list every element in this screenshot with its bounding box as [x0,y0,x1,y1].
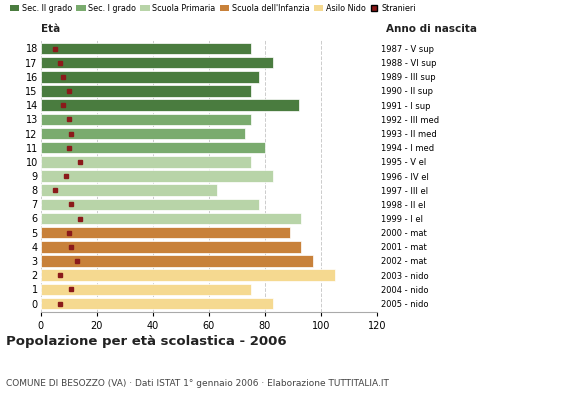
Legend: Sec. II grado, Sec. I grado, Scuola Primaria, Scuola dell'Infanzia, Asilo Nido, : Sec. II grado, Sec. I grado, Scuola Prim… [10,4,416,13]
Bar [41,184,217,196]
Bar [41,114,251,125]
Bar [41,298,273,309]
Bar [41,269,335,281]
Bar [41,255,313,267]
Text: Anno di nascita: Anno di nascita [386,24,477,34]
Bar [41,71,259,83]
Bar [41,85,251,97]
Bar [41,241,301,253]
Bar [41,99,299,111]
Bar [41,198,259,210]
Bar [41,156,251,168]
Bar [41,170,273,182]
Text: Popolazione per età scolastica - 2006: Popolazione per età scolastica - 2006 [6,335,287,348]
Bar [41,227,290,238]
Bar [41,57,273,68]
Bar [41,213,301,224]
Bar [41,43,251,54]
Text: Età: Età [41,24,60,34]
Bar [41,128,245,139]
Bar [41,284,251,295]
Bar [41,142,265,154]
Text: COMUNE DI BESOZZO (VA) · Dati ISTAT 1° gennaio 2006 · Elaborazione TUTTITALIA.IT: COMUNE DI BESOZZO (VA) · Dati ISTAT 1° g… [6,379,389,388]
